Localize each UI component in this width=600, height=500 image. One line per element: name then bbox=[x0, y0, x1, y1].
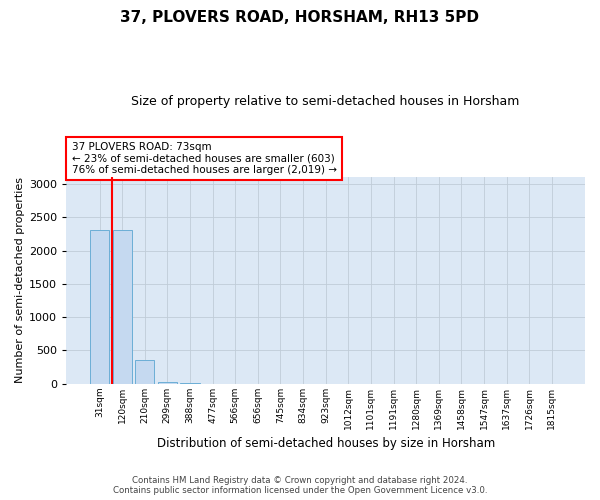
Bar bbox=[135, 360, 154, 384]
Bar bbox=[181, 383, 200, 384]
Y-axis label: Number of semi-detached properties: Number of semi-detached properties bbox=[15, 178, 25, 384]
Bar bbox=[113, 230, 132, 384]
Text: 37, PLOVERS ROAD, HORSHAM, RH13 5PD: 37, PLOVERS ROAD, HORSHAM, RH13 5PD bbox=[121, 10, 479, 25]
Title: Size of property relative to semi-detached houses in Horsham: Size of property relative to semi-detach… bbox=[131, 95, 520, 108]
Bar bbox=[90, 230, 109, 384]
Text: Contains HM Land Registry data © Crown copyright and database right 2024.
Contai: Contains HM Land Registry data © Crown c… bbox=[113, 476, 487, 495]
X-axis label: Distribution of semi-detached houses by size in Horsham: Distribution of semi-detached houses by … bbox=[157, 437, 495, 450]
Bar bbox=[158, 382, 177, 384]
Text: 37 PLOVERS ROAD: 73sqm
← 23% of semi-detached houses are smaller (603)
76% of se: 37 PLOVERS ROAD: 73sqm ← 23% of semi-det… bbox=[71, 142, 337, 175]
